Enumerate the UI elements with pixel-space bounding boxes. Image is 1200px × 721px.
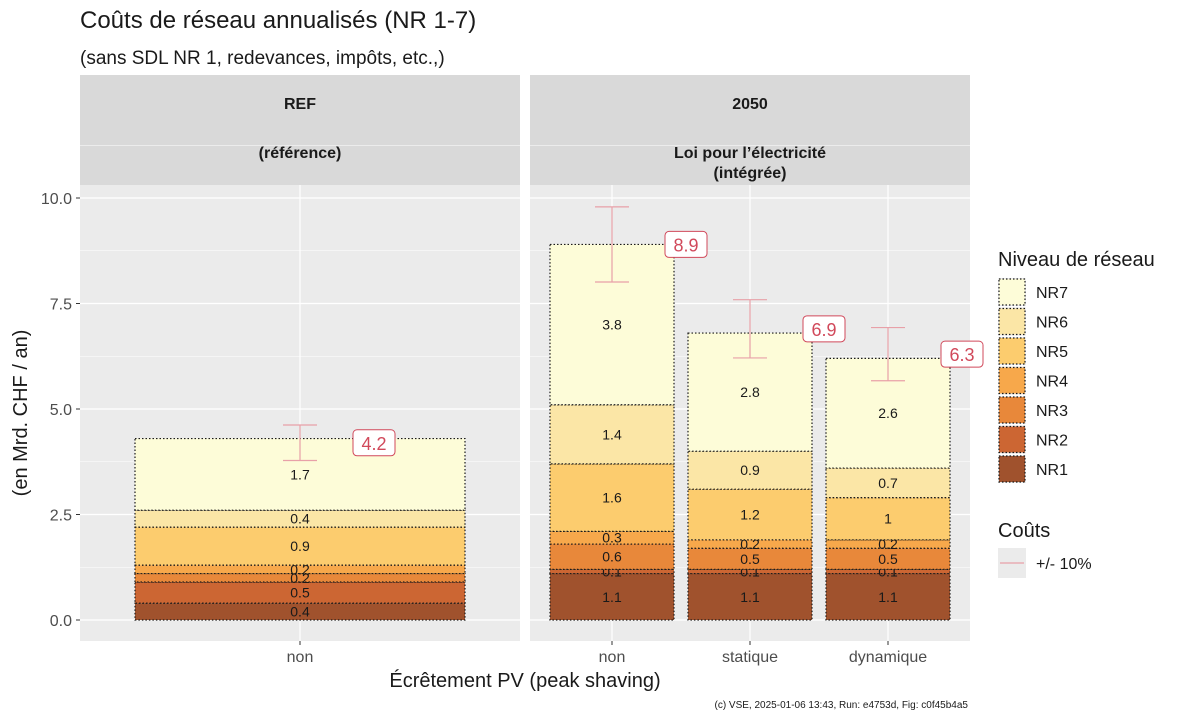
segment-label: 0.6	[602, 549, 622, 565]
facet-strip	[530, 75, 970, 185]
bar-segment	[549, 530, 675, 545]
legend-error-label: +/- 10%	[1036, 556, 1092, 573]
segment-label: 2.6	[878, 405, 898, 421]
bar-segment	[687, 450, 813, 490]
y-axis-label: (en Mrd. CHF / an)	[10, 330, 32, 497]
x-tick-label: non	[599, 649, 626, 666]
segment-label: 1	[884, 511, 892, 527]
segment-label: 0.5	[878, 551, 898, 567]
y-tick-label: 0.0	[50, 613, 72, 630]
y-tick-label: 10.0	[41, 191, 72, 208]
bar-segment	[687, 568, 813, 575]
legend-item-nr6: NR6	[1036, 315, 1068, 332]
segment-label: 0.9	[290, 538, 310, 554]
total-label: 6.3	[949, 345, 974, 365]
total-label: 8.9	[673, 235, 698, 255]
segment-label: 0.5	[740, 551, 760, 567]
bar-segment	[549, 568, 675, 575]
segment-label: 1.6	[602, 490, 622, 506]
x-tick-label: non	[287, 649, 314, 666]
legend-item-nr5: NR5	[1036, 344, 1068, 361]
bar-segment	[687, 547, 813, 570]
bar-segment	[825, 568, 951, 575]
segment-label: 1.4	[602, 426, 622, 442]
legend-cost-title: Coûts	[998, 520, 1050, 542]
bar-segment	[549, 463, 675, 532]
bar-segment	[687, 488, 813, 541]
bar-segment	[825, 572, 951, 621]
y-tick-label: 5.0	[50, 402, 72, 419]
bar-segment	[825, 497, 951, 541]
segment-label: 0.7	[878, 475, 898, 491]
total-label-box	[352, 429, 396, 457]
segment-label: 2.8	[740, 384, 760, 400]
segment-label: 1.2	[740, 507, 760, 523]
segment-label: 0.4	[290, 604, 310, 620]
facet-header-text: 2050	[732, 96, 768, 113]
legend-swatch-nr2	[998, 425, 1026, 454]
bar-segment	[549, 572, 675, 621]
legend-item-nr2: NR2	[1036, 433, 1068, 450]
legend-swatch-nr4	[998, 366, 1026, 395]
x-tick-label: statique	[722, 649, 778, 666]
chart-title: Coûts de réseau annualisés (NR 1-7)	[80, 7, 476, 34]
bar-segment	[687, 572, 813, 621]
x-axis-label: Écrêtement PV (peak shaving)	[389, 669, 660, 692]
legend-item-nr7: NR7	[1036, 285, 1068, 302]
segment-label: 0.9	[740, 462, 760, 478]
segment-label: 1.1	[740, 589, 760, 605]
legend-item-nr4: NR4	[1036, 374, 1068, 391]
bar-segment	[134, 526, 466, 566]
segment-label: 0.2	[290, 561, 310, 577]
segment-label: 0.3	[602, 530, 622, 546]
total-label: 6.9	[811, 320, 836, 340]
segment-label: 1.1	[878, 589, 898, 605]
facet-header-text: REF	[284, 96, 316, 113]
total-label-box	[802, 315, 846, 343]
segment-label: 0.4	[290, 511, 310, 527]
facet-header-text: (intégrée)	[714, 165, 787, 182]
bar-segment	[825, 539, 951, 549]
y-tick-label: 2.5	[50, 508, 72, 525]
total-label-box	[664, 230, 708, 258]
bar-segment	[825, 467, 951, 499]
segment-label: 1.1	[602, 589, 622, 605]
legend-title: Niveau de réseau	[998, 249, 1155, 271]
facet-header-text: Loi pour l’électricité	[674, 145, 826, 162]
legend-item-nr3: NR3	[1036, 403, 1068, 420]
chart-subtitle: (sans SDL NR 1, redevances, impôts, etc.…	[80, 48, 445, 69]
legend-swatch-nr5	[998, 337, 1026, 365]
y-tick-label: 7.5	[50, 297, 72, 314]
bar-segment	[687, 539, 813, 549]
segment-label: 0.5	[290, 585, 310, 601]
legend-swatch-nr1	[998, 455, 1026, 483]
segment-label: 3.8	[602, 317, 622, 333]
bar-segment	[549, 543, 675, 570]
facet-strip	[80, 75, 520, 185]
bar-segment	[549, 404, 675, 465]
legend-item-nr1: NR1	[1036, 462, 1068, 479]
x-tick-label: dynamique	[849, 649, 927, 666]
legend-swatch-nr3	[998, 396, 1026, 424]
segment-label: 1.7	[290, 466, 310, 482]
bar-segment	[825, 547, 951, 570]
caption: (c) VSE, 2025-01-06 13:43, Run: e4753d, …	[714, 700, 968, 711]
total-label: 4.2	[361, 434, 386, 454]
facet-header-text: (référence)	[259, 145, 342, 162]
segment-label: 0.2	[878, 536, 898, 552]
legend-swatch-nr7	[998, 278, 1026, 306]
legend-swatch-nr6	[998, 307, 1026, 336]
total-label-box	[940, 340, 984, 368]
